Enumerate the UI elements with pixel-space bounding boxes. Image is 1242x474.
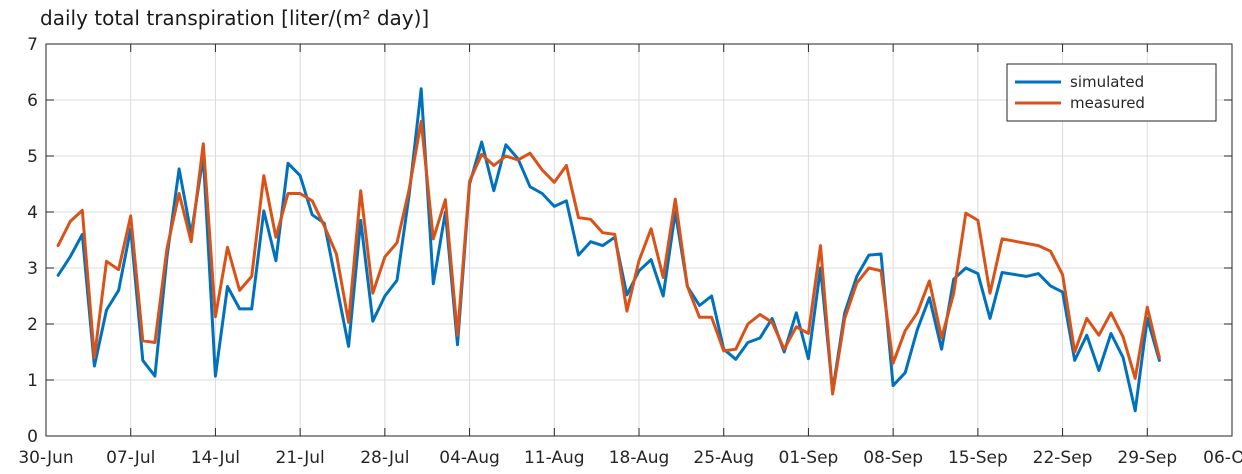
y-tick-label: 3 <box>27 259 38 279</box>
x-tick-label: 11-Aug <box>524 448 585 468</box>
legend: simulated measured <box>1006 63 1217 122</box>
y-tick-label: 1 <box>27 371 38 391</box>
x-tick-label: 04-Aug <box>439 448 500 468</box>
x-tick-label: 28-Jul <box>360 448 409 468</box>
series-line-measured <box>56 119 1161 396</box>
y-tick-label: 7 <box>27 35 38 55</box>
x-tick-label: 22-Sep <box>1033 448 1093 468</box>
legend-box <box>1006 63 1217 122</box>
chart-title: daily total transpiration [liter/(m² day… <box>40 6 430 30</box>
x-tick-label: 07-Jul <box>106 448 155 468</box>
y-tick-label: 6 <box>27 91 38 111</box>
x-tick-label: 30-Jun <box>18 448 73 468</box>
x-tick-label: 18-Aug <box>609 448 670 468</box>
axis-ticks: 30-Jun 07-Jul 14-Jul 21-Jul 28-Jul 04-Aug 11-A… <box>18 35 1242 468</box>
x-tick-label: 21-Jul <box>276 448 325 468</box>
x-tick-label: 29-Sep <box>1117 448 1177 468</box>
x-tick-label: 14-Jul <box>191 448 240 468</box>
legend-label-measured: measured <box>1070 94 1145 112</box>
y-tick-label: 5 <box>27 147 38 167</box>
series-lines <box>56 87 1161 413</box>
y-tick-label: 2 <box>27 315 38 335</box>
y-tick-label: 4 <box>27 203 38 223</box>
y-tick-label: 0 <box>27 427 38 447</box>
x-tick-label: 08-Sep <box>863 448 923 468</box>
x-tick-label: 25-Aug <box>693 448 754 468</box>
x-tick-label: 15-Sep <box>948 448 1008 468</box>
legend-label-simulated: simulated <box>1070 73 1144 91</box>
series-line-simulated <box>56 87 1161 413</box>
x-tick-label: 01-Sep <box>779 448 839 468</box>
x-tick-label: 06-Oct <box>1203 448 1242 468</box>
